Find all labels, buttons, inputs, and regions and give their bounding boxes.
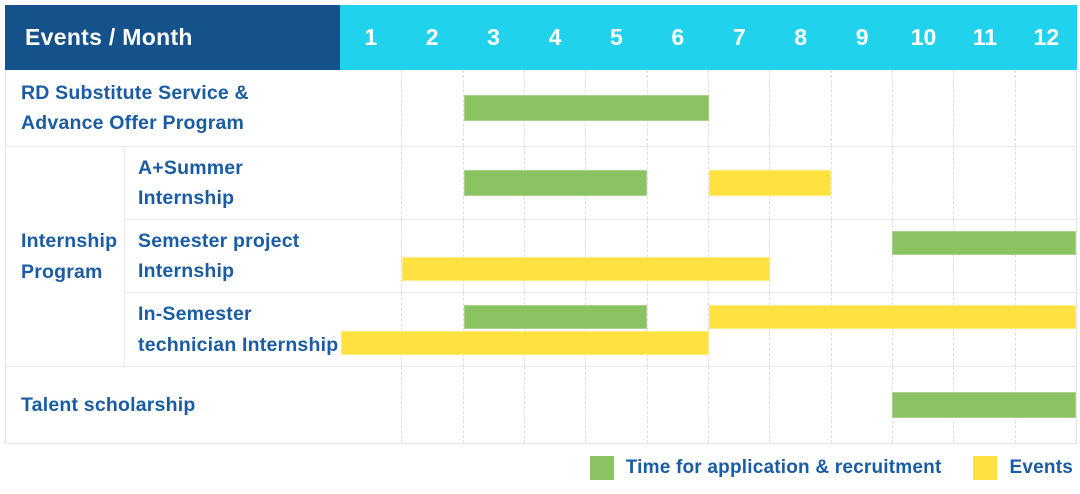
month-cell (832, 293, 893, 366)
timeline-rd-substitute-service (341, 70, 1076, 146)
legend-yellow-swatch (973, 456, 998, 480)
row-label-internship-program: Internship Program (6, 147, 125, 366)
month-cell (648, 293, 709, 366)
month-cell (770, 293, 832, 366)
month-cell (1016, 147, 1076, 219)
legend-green-swatch (589, 456, 614, 480)
month-cell (648, 367, 709, 443)
month-header-cell: 12 (1033, 24, 1060, 50)
month-header-cell: 6 (671, 24, 685, 50)
month-header-cell: 2 (425, 24, 439, 50)
month-header-cell: 8 (794, 24, 808, 50)
month-cell (770, 70, 832, 146)
month-cell (954, 147, 1016, 219)
month-cell (832, 367, 893, 443)
month-cell (402, 70, 464, 146)
legend: Time for application & recruitment Event… (589, 456, 1073, 480)
gantt-bar-yellow (708, 304, 1076, 329)
table-row: A+Summer Internship (125, 147, 1076, 220)
month-cell (954, 293, 1016, 366)
month-cell (893, 220, 955, 292)
timeline-semester-project-internship (341, 220, 1076, 292)
month-cell (464, 367, 525, 443)
month-cell (954, 70, 1016, 146)
row-label-talent-scholarship: Talent scholarship (21, 393, 196, 416)
month-cell (341, 220, 403, 292)
timeline-talent-scholarship (341, 367, 1076, 443)
gantt-bar-green (463, 170, 648, 196)
month-header-cell: 4 (548, 24, 562, 50)
month-cell (770, 147, 832, 219)
month-cell (464, 293, 525, 366)
internship-program-rows: A+Summer Internship Semester project Int… (125, 147, 1076, 366)
month-cell (709, 220, 771, 292)
events-month-header: Events / Month (5, 5, 340, 70)
table-header-row: Events / Month 1 2 3 4 5 6 7 8 9 10 11 12 (5, 5, 1077, 70)
month-cell (464, 220, 525, 292)
month-cell (893, 293, 955, 366)
month-cell (341, 367, 403, 443)
month-cell (832, 147, 893, 219)
timeline-in-semester-technician-internship (341, 293, 1076, 366)
row-label-semester-project-internship: Semester project Internship (138, 229, 300, 282)
month-cell (402, 293, 464, 366)
month-cell (402, 367, 464, 443)
month-cell (586, 367, 648, 443)
month-cell (832, 220, 893, 292)
month-header-cell: 5 (610, 24, 623, 50)
month-cell (893, 147, 955, 219)
month-cell (341, 293, 403, 366)
month-cell (832, 70, 893, 146)
gantt-bar-green (892, 231, 1076, 255)
table-row: Semester project Internship (125, 220, 1076, 293)
month-cell (341, 147, 403, 219)
month-cell (525, 293, 587, 366)
month-cell (770, 367, 832, 443)
internship-program-group: Internship Program A+Summer Internship S… (6, 147, 1076, 367)
month-cell (954, 220, 1016, 292)
gantt-bar-yellow (708, 170, 831, 196)
month-cell (525, 367, 587, 443)
month-header-cell: 10 (910, 24, 937, 50)
legend-green-label: Time for application & recruitment (625, 457, 942, 478)
table-row: Talent scholarship (6, 367, 1076, 443)
month-header-cell: 9 (855, 24, 869, 50)
month-header-cell: 3 (487, 24, 500, 50)
events-month-table: Events / Month 1 2 3 4 5 6 7 8 9 10 11 12 RD Substi… (5, 5, 1077, 444)
month-header-cell: 7 (732, 24, 746, 50)
gantt-bar-yellow (341, 330, 709, 355)
month-cell (402, 147, 464, 219)
gantt-bar-green (463, 95, 709, 121)
month-cell (341, 70, 403, 146)
month-cell (586, 293, 648, 366)
month-cell (1016, 70, 1076, 146)
month-cell (648, 147, 709, 219)
row-label-in-semester-technician-internship: In-Semester technician Internship (138, 303, 339, 356)
month-header-cell: 11 (972, 24, 998, 50)
table-body: RD Substitute Service & Advance Offer Pr… (5, 70, 1077, 444)
row-label-a-summer-internship: A+Summer Internship (138, 156, 244, 209)
table-row: In-Semester technician Internship (125, 293, 1076, 366)
gantt-bar-yellow (402, 257, 770, 281)
month-cell (709, 70, 771, 146)
row-label-rd-substitute-service: RD Substitute Service & Advance Offer Pr… (21, 81, 249, 134)
gantt-bar-green (892, 392, 1076, 418)
month-header-row: 1 2 3 4 5 6 7 8 9 10 11 12 (340, 5, 1077, 70)
month-cell (648, 220, 709, 292)
legend-yellow-label: Events (1009, 457, 1073, 478)
month-cell (770, 220, 832, 292)
gantt-bar-green (463, 304, 648, 329)
month-cell (586, 220, 648, 292)
month-cell (893, 70, 955, 146)
month-cell (709, 367, 771, 443)
table-row: RD Substitute Service & Advance Offer Pr… (6, 70, 1076, 147)
timeline-a-summer-internship (341, 147, 1076, 219)
month-cell (525, 220, 587, 292)
month-cell (402, 220, 464, 292)
month-header-cell: 1 (364, 24, 378, 50)
month-cell (709, 293, 771, 366)
